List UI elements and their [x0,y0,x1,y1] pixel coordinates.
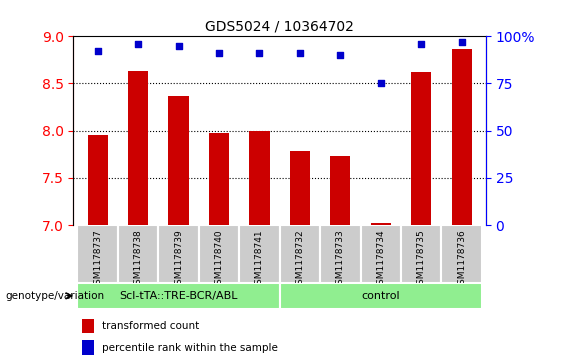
Text: transformed count: transformed count [102,321,199,331]
Text: percentile rank within the sample: percentile rank within the sample [102,343,278,352]
FancyBboxPatch shape [360,225,401,283]
Point [295,50,305,56]
FancyBboxPatch shape [199,225,239,283]
Bar [128,71,148,225]
Text: GSM1178737: GSM1178737 [93,229,102,290]
Point [336,52,345,58]
Point [215,50,224,56]
Bar [168,96,189,225]
Bar [88,135,108,225]
FancyBboxPatch shape [158,225,199,283]
Point [255,50,264,56]
FancyBboxPatch shape [77,225,118,283]
Bar [411,72,431,225]
Bar [371,223,391,225]
Point [416,41,425,47]
FancyBboxPatch shape [320,225,360,283]
Text: GSM1178736: GSM1178736 [457,229,466,290]
Text: GSM1178735: GSM1178735 [417,229,425,290]
FancyBboxPatch shape [441,225,482,283]
Text: GSM1178732: GSM1178732 [295,229,305,290]
Bar [249,131,270,225]
Point [93,49,102,54]
FancyBboxPatch shape [401,225,441,283]
Text: genotype/variation: genotype/variation [6,291,105,301]
FancyBboxPatch shape [280,283,482,309]
Title: GDS5024 / 10364702: GDS5024 / 10364702 [205,20,354,34]
Text: GSM1178740: GSM1178740 [215,229,224,290]
FancyBboxPatch shape [280,225,320,283]
Text: Scl-tTA::TRE-BCR/ABL: Scl-tTA::TRE-BCR/ABL [119,291,238,301]
Point [457,39,466,45]
Bar [82,319,94,333]
Text: GSM1178734: GSM1178734 [376,229,385,290]
Point [134,41,143,47]
FancyBboxPatch shape [118,225,158,283]
Bar [82,340,94,355]
Text: GSM1178741: GSM1178741 [255,229,264,290]
Text: control: control [362,291,400,301]
Text: GSM1178738: GSM1178738 [134,229,142,290]
Bar [209,132,229,225]
Point [174,43,183,49]
Bar [330,156,350,225]
FancyBboxPatch shape [239,225,280,283]
FancyBboxPatch shape [77,283,280,309]
Text: GSM1178739: GSM1178739 [174,229,183,290]
Point [376,81,385,86]
Bar [290,151,310,225]
Text: GSM1178733: GSM1178733 [336,229,345,290]
Bar [451,49,472,225]
